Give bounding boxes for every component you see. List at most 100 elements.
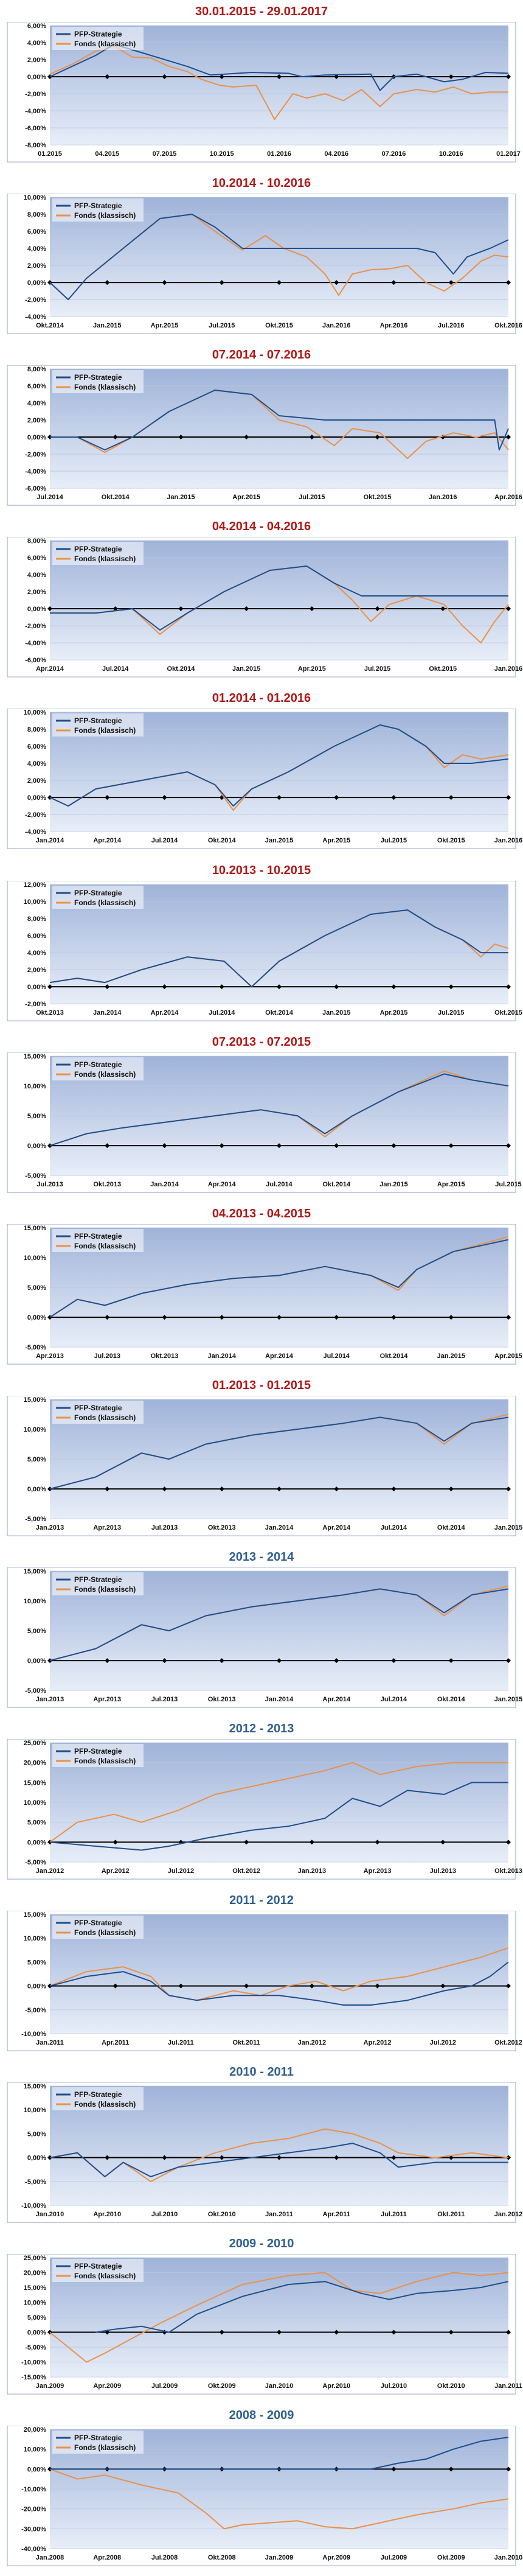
x-tick-label: Jul.2013 (36, 1181, 63, 1188)
x-tick-label: Jul.2010 (151, 2211, 178, 2218)
y-tick-label: 0,00% (27, 794, 46, 802)
x-tick-label: Jul.2014 (209, 1009, 235, 1017)
baseline-marker (505, 1143, 511, 1148)
x-tick-label: Apr.2013 (93, 1696, 121, 1703)
legend-label: PFP-Strategie (74, 888, 122, 897)
legend-label: PFP-Strategie (74, 716, 122, 725)
legend-label: PFP-Strategie (74, 2262, 122, 2270)
x-tick-label: Apr.2009 (322, 2554, 350, 2561)
y-tick-label: -2,00% (25, 1001, 46, 1008)
x-tick-label: Jan.2011 (494, 2382, 522, 2390)
baseline-marker (162, 1143, 167, 1148)
legend-box (52, 2431, 144, 2454)
x-tick-label: Jul.2009 (151, 2382, 178, 2390)
y-tick-label: 0,00% (27, 1486, 46, 1493)
y-tick-label: 6,00% (27, 555, 46, 562)
series-line (49, 1961, 509, 2006)
x-tick-label: Apr.2013 (93, 1524, 121, 1531)
legend-label: PFP-Strategie (74, 1919, 122, 1927)
chart-title: 04.2014 - 04.2016 (212, 520, 311, 534)
y-tick-label: 0,00% (27, 1657, 46, 1665)
chart-title: 07.2014 - 07.2016 (212, 348, 311, 362)
chart-title: 01.2014 - 01.2016 (212, 691, 311, 705)
y-tick-label: 15,00% (24, 2083, 46, 2090)
x-tick-label: Apr.2014 (208, 1181, 237, 1188)
x-tick-label: Jan.2012 (494, 2211, 522, 2218)
x-tick-label: Okt.2009 (208, 2382, 236, 2390)
chart-panel: 07.2013 - 07.2015 15,00% 10,00% 5,00% 0,00% -… (0, 1030, 523, 1202)
series-line (49, 45, 508, 121)
baseline-marker (391, 795, 397, 800)
x-tick-label: Apr.2015 (298, 665, 326, 673)
baseline-marker (162, 1314, 167, 1320)
chart-panel: 2010 - 2011 15,00% 10,00% 5,00% 0,00% -5,00% -… (0, 2060, 523, 2233)
x-tick-label: Okt.2015 (429, 665, 457, 673)
line-chart: 8,00% 6,00% 4,00% 2,00% 0,00% -2,00% -4,00% -6,… (7, 365, 522, 506)
x-tick-label: Apr.2010 (322, 2382, 350, 2390)
baseline-marker (448, 2155, 454, 2160)
legend-box (52, 1400, 144, 1424)
y-tick-label: 25,00% (24, 2255, 46, 2262)
legend-label: PFP-Strategie (74, 2434, 122, 2442)
legend-label: Fonds (klassisch) (74, 1585, 136, 1594)
baseline-marker (505, 1486, 511, 1491)
baseline-marker (505, 1314, 511, 1320)
baseline-marker (276, 1143, 282, 1148)
x-tick-label: Apr.2015 (322, 837, 350, 844)
y-tick-label: 2,00% (27, 967, 46, 974)
baseline-marker (219, 2329, 224, 2335)
baseline-marker (334, 1143, 339, 1148)
x-tick-label: Okt.2014 (36, 322, 64, 329)
series-line (95, 2281, 509, 2333)
baseline-marker (113, 1983, 118, 1989)
legend-label: Fonds (klassisch) (74, 2443, 136, 2452)
line-chart: 12,00% 10,00% 8,00% 6,00% 4,00% 2,00% 0,00% -2,… (7, 880, 522, 1021)
legend-label: Fonds (klassisch) (74, 1757, 136, 1765)
y-tick-label: -40,00% (21, 2546, 46, 2553)
x-tick-label: Jan.2014 (265, 1524, 294, 1531)
legend-box (52, 1057, 144, 1080)
x-tick-label: Jul.2015 (209, 322, 235, 329)
y-tick-label: 0,00% (27, 2329, 46, 2337)
baseline-marker (276, 1314, 282, 1320)
baseline-marker (375, 435, 380, 440)
y-tick-label: 4,00% (27, 760, 46, 768)
legend-label: PFP-Strategie (74, 2090, 122, 2099)
y-tick-label: 15,00% (24, 1911, 46, 1919)
baseline-marker (505, 1983, 511, 1989)
y-tick-label: 5,00% (27, 1819, 46, 1827)
line-chart: 15,00% 10,00% 5,00% 0,00% -5,00% Apr.2013 Jul.… (7, 1223, 522, 1365)
y-tick-label: 10,00% (24, 1083, 46, 1090)
baseline-marker (334, 74, 339, 80)
x-tick-label: Jan.2015 (93, 322, 121, 329)
x-tick-label: Okt.2013 (208, 1524, 236, 1531)
y-tick-label: -5,00% (25, 1859, 46, 1866)
y-tick-label: 5,00% (27, 1456, 46, 1463)
x-tick-label: Apr.2015 (437, 1181, 465, 1188)
y-tick-label: -5,00% (25, 1344, 46, 1351)
baseline-marker (391, 1314, 397, 1320)
x-tick-label: Jul.2014 (381, 1524, 407, 1531)
baseline-marker (334, 1657, 339, 1663)
legend-label: PFP-Strategie (74, 1232, 122, 1241)
y-tick-label: -5,00% (25, 1687, 46, 1695)
x-tick-label: Jan.2011 (265, 2211, 293, 2218)
y-tick-label: 0,00% (27, 434, 46, 441)
x-tick-label: Apr.2012 (364, 2039, 392, 2046)
baseline-marker (162, 1486, 167, 1491)
baseline-marker (334, 2155, 339, 2160)
baseline-marker (391, 1143, 397, 1148)
chart-panel: 01.2014 - 01.2016 10,00% 8,00% 6,00% 4,00% 2,… (0, 687, 523, 859)
x-tick-label: Jan.2016 (429, 494, 457, 501)
x-tick-label: Jan.2009 (36, 2382, 64, 2390)
x-tick-label: Jan.2015 (494, 1524, 522, 1531)
baseline-marker (440, 1839, 446, 1845)
x-tick-label: Apr.2015 (232, 494, 260, 501)
chart-panel: 2012 - 2013 25,00% 20,00% 15,00% 10,00% 5,00%… (0, 1717, 523, 1889)
x-tick-label: Jan.2015 (167, 494, 195, 501)
x-tick-label: Okt.2013 (36, 1009, 64, 1017)
y-tick-label: 10,00% (24, 898, 46, 906)
y-tick-label: 10,00% (24, 1255, 46, 1262)
baseline-marker (47, 606, 53, 612)
x-tick-label: Jul.2015 (381, 837, 407, 844)
